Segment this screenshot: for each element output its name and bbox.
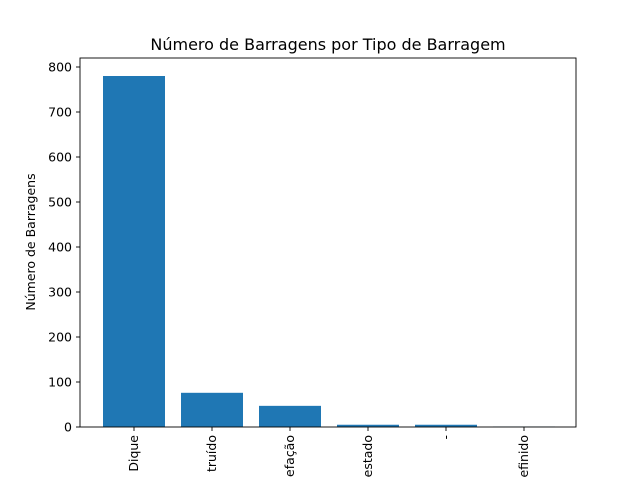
y-tick-label: 100 [48, 375, 72, 390]
plot-frame [79, 57, 577, 428]
y-tick-label: 400 [48, 240, 72, 255]
y-tick-label: 300 [48, 285, 72, 300]
y-tick-label: 800 [48, 60, 72, 75]
x-axis-ticks: Dique truído efação estado - efinido [126, 427, 531, 478]
y-tick-label: 700 [48, 105, 72, 120]
bar-2 [259, 405, 321, 427]
x-tick-label: estado [360, 435, 375, 477]
x-tick-label: truído [204, 435, 219, 472]
y-tick-label: 600 [48, 150, 72, 165]
y-tick-label: 0 [64, 420, 72, 435]
y-axis-label: Número de Barragens [23, 173, 38, 310]
x-tick-label: Dique [126, 435, 141, 472]
bar-4 [415, 424, 477, 427]
y-axis-ticks: 0 100 200 300 400 500 600 700 800 [48, 60, 80, 435]
x-tick-label: efação [282, 435, 297, 477]
bar-0 [103, 76, 165, 427]
bar-3 [337, 424, 399, 427]
chart-title: Número de Barragens por Tipo de Barragem [150, 35, 505, 54]
bars-group [103, 76, 555, 427]
x-tick-label: - [438, 435, 453, 440]
y-tick-label: 500 [48, 195, 72, 210]
x-tick-label: efinido [516, 435, 531, 478]
bar-1 [181, 392, 243, 427]
y-tick-label: 200 [48, 330, 72, 345]
